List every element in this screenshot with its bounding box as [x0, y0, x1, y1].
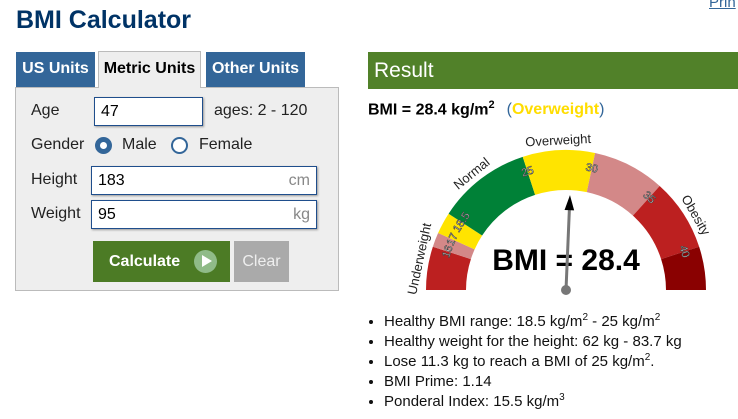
gauge-segment: [438, 213, 483, 250]
play-icon: [194, 250, 217, 273]
detail-text: Healthy weight for the height: 62 kg - 8…: [384, 333, 682, 350]
tab-us-units[interactable]: US Units: [16, 52, 95, 87]
gauge-needle: [561, 195, 575, 295]
result-detail-item: Healthy BMI range: 18.5 kg/m2 - 25 kg/m2: [384, 312, 738, 332]
age-input[interactable]: 47: [94, 97, 203, 126]
bmi-unit-sup: 2: [488, 99, 495, 111]
detail-text: - 25 kg/m: [588, 313, 655, 330]
height-value: 183: [98, 172, 125, 189]
result-detail-item: Healthy weight for the height: 62 kg - 8…: [384, 332, 738, 352]
gauge-segment: [586, 153, 660, 216]
bmi-result: BMI = 28.4 kg/m2 (Overweight): [368, 99, 604, 119]
female-radio[interactable]: [171, 137, 188, 154]
unit-superscript: 2: [654, 312, 661, 323]
gauge-segment: [661, 246, 706, 290]
gauge-segment: [426, 246, 471, 290]
gauge-segment: [448, 156, 536, 236]
gauge-tick-label: 30: [585, 161, 599, 175]
unit-superscript: 3: [559, 392, 565, 403]
paren-open: (: [506, 101, 512, 119]
result-detail-item: BMI Prime: 1.14: [384, 372, 738, 392]
result-detail-item: Ponderal Index: 15.5 kg/m3: [384, 392, 738, 412]
calculate-button[interactable]: Calculate: [93, 241, 230, 282]
height-label: Height: [31, 171, 78, 188]
age-hint: ages: 2 - 120: [214, 102, 308, 119]
page-title: BMI Calculator: [16, 6, 192, 34]
bmi-category: (Overweight): [507, 101, 605, 118]
gauge-tick-label: 17: [445, 231, 461, 247]
result-detail-item: Lose 11.3 kg to reach a BMI of 25 kg/m2.: [384, 352, 738, 372]
category-text: Overweight: [511, 101, 600, 119]
gauge-segment: [522, 150, 596, 195]
tab-metric-units[interactable]: Metric Units: [98, 51, 201, 88]
paren-close: ): [599, 101, 605, 119]
detail-text: Ponderal Index: 15.5 kg/m: [384, 393, 560, 410]
print-link[interactable]: Prin: [709, 0, 736, 11]
gauge-tick-label: 40: [676, 244, 691, 259]
male-radio[interactable]: [95, 137, 112, 154]
gauge-category-label: Overweight: [525, 131, 592, 149]
unit-superscript: 2: [644, 352, 651, 363]
female-label[interactable]: Female: [199, 136, 253, 153]
gauge-tick-label: 16: [440, 244, 455, 259]
gauge-tick-label: 25: [520, 164, 535, 179]
height-input[interactable]: 183 cm: [91, 166, 317, 195]
clear-button[interactable]: Clear: [234, 241, 289, 282]
bmi-value: BMI = 28.4 kg/m: [368, 101, 489, 119]
result-heading: Result: [368, 52, 738, 89]
weight-value: 95: [98, 206, 116, 223]
age-label: Age: [31, 102, 60, 119]
result-details-list: Healthy BMI range: 18.5 kg/m2 - 25 kg/m2…: [368, 312, 738, 412]
unit-superscript: 2: [582, 312, 588, 323]
weight-unit: kg: [293, 206, 310, 223]
gauge-segment: [632, 185, 700, 260]
detail-text: .: [650, 353, 655, 370]
tab-other-units[interactable]: Other Units: [206, 52, 305, 87]
metric-form-panel: Age 47 ages: 2 - 120 Gender Male Female …: [15, 87, 339, 291]
calculate-label: Calculate: [109, 253, 181, 270]
gender-label: Gender: [31, 136, 85, 153]
detail-text: Lose 11.3 kg to reach a BMI of 25 kg/m: [384, 353, 645, 370]
detail-text: Healthy BMI range: 18.5 kg/m: [384, 313, 583, 330]
age-value: 47: [101, 103, 119, 120]
weight-label: Weight: [31, 205, 81, 222]
weight-input[interactable]: 95 kg: [91, 200, 317, 229]
male-label[interactable]: Male: [122, 136, 157, 153]
detail-text: BMI Prime: 1.14: [384, 373, 492, 390]
gauge-segment: [432, 233, 475, 260]
height-unit: cm: [288, 172, 310, 189]
